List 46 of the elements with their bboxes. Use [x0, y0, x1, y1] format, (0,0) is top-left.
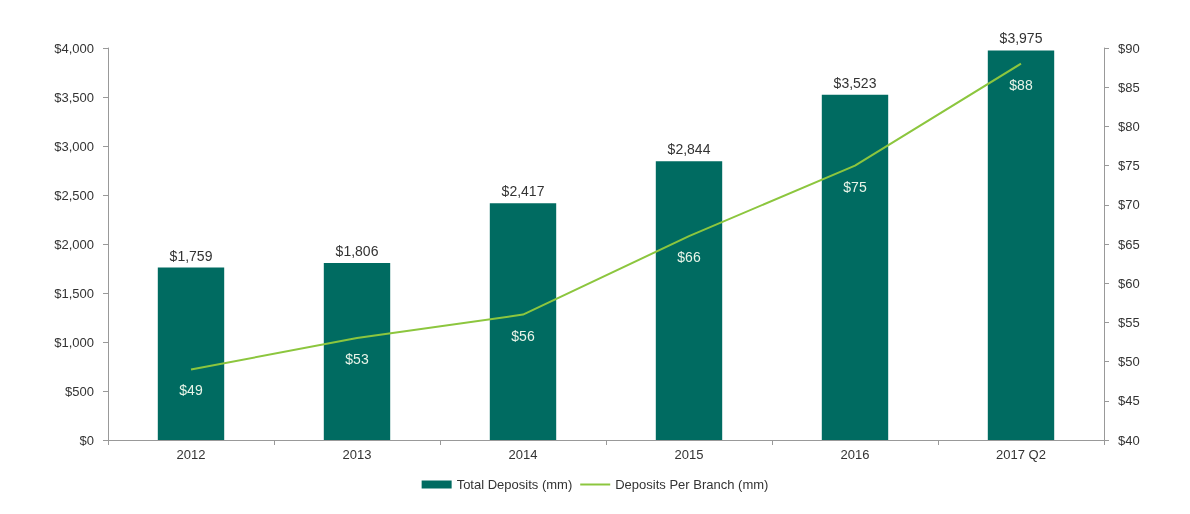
bar — [323, 263, 391, 440]
y2-tick-label: $80 — [1118, 118, 1140, 134]
data-label: $49 — [179, 382, 203, 399]
data-label: $66 — [677, 249, 701, 266]
y2-tick-label: $45 — [1118, 393, 1140, 409]
data-label: $88 — [1009, 76, 1033, 93]
x-tick-label: 2017 Q2 — [996, 447, 1046, 462]
data-label: $53 — [345, 351, 369, 368]
y-tick-label: $3,500 — [54, 89, 94, 105]
y2-tick-label: $85 — [1118, 79, 1140, 95]
data-label: $2,844 — [667, 141, 711, 158]
y2-tick-label: $60 — [1118, 275, 1140, 291]
legend-label: Total Deposits (mm) — [456, 477, 573, 492]
bar — [157, 267, 225, 440]
x-tick-label: 2013 — [342, 447, 372, 462]
x-tick-label: 2016 — [840, 447, 870, 462]
y-tick-label: $500 — [65, 383, 94, 399]
data-label: $1,806 — [335, 243, 379, 260]
bar — [489, 203, 557, 440]
y-tick-label: $3,000 — [54, 138, 94, 154]
y2-tick-label: $70 — [1118, 197, 1140, 213]
data-label: $1,759 — [169, 247, 213, 264]
y-tick-label: $2,500 — [54, 187, 94, 203]
data-label: $2,417 — [501, 183, 545, 200]
y2-tick-label: $65 — [1118, 236, 1140, 252]
data-label: $3,523 — [833, 74, 877, 91]
y-tick-label: $1,500 — [54, 285, 94, 301]
bar — [821, 94, 889, 440]
y-tick-label: $0 — [79, 432, 94, 448]
x-tick-label: 2015 — [674, 447, 704, 462]
x-tick-label: 2014 — [508, 447, 538, 462]
y-tick-label: $4,000 — [54, 40, 94, 56]
y-tick-label: $2,000 — [54, 236, 94, 252]
y2-tick-label: $90 — [1118, 40, 1140, 56]
bar — [655, 161, 723, 440]
x-tick-label: 2012 — [176, 447, 206, 462]
y2-tick-label: $40 — [1118, 432, 1140, 448]
data-label: $56 — [511, 327, 535, 344]
y-tick-label: $1,000 — [54, 334, 94, 350]
y2-tick-label: $50 — [1118, 354, 1140, 370]
y2-tick-label: $55 — [1118, 314, 1140, 330]
legend-label: Deposits Per Branch (mm) — [615, 477, 769, 492]
data-label: $75 — [843, 178, 867, 195]
y2-tick-label: $75 — [1118, 158, 1140, 174]
data-label: $3,975 — [999, 30, 1043, 47]
bar — [987, 50, 1055, 440]
